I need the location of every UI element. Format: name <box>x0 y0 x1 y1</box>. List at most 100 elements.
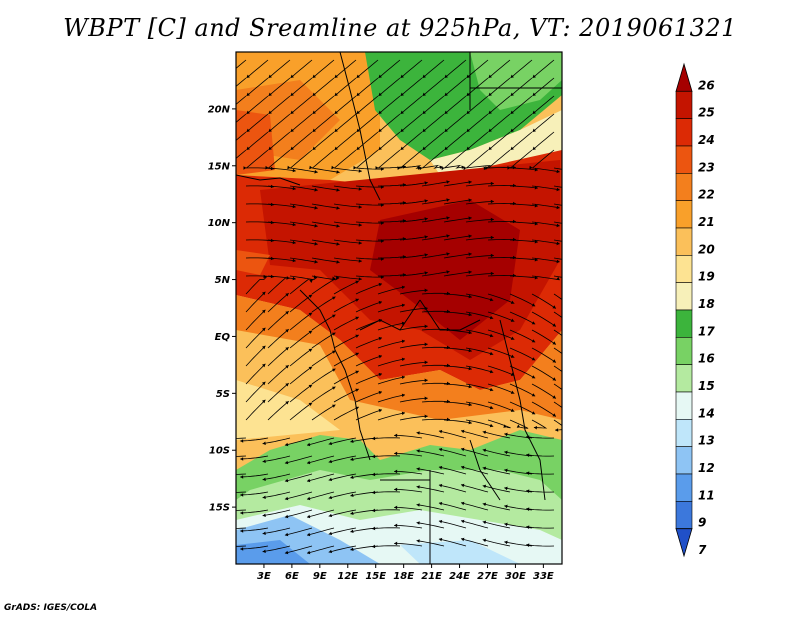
streamline-arrow <box>490 217 494 222</box>
streamline <box>378 202 406 205</box>
streamline-arrow <box>510 354 515 358</box>
streamline <box>240 455 269 460</box>
streamline-arrow <box>285 365 289 369</box>
lat-tick-label: EQ <box>215 332 231 343</box>
streamline-arrow <box>262 549 266 553</box>
streamline-arrow <box>488 92 492 96</box>
streamline-arrow <box>400 128 404 132</box>
streamline <box>488 149 511 169</box>
streamline <box>531 401 557 417</box>
streamline-arrow <box>378 128 382 132</box>
streamline-arrow <box>372 472 376 477</box>
streamline-arrow <box>356 110 360 114</box>
streamline-arrow <box>307 478 311 483</box>
streamline <box>334 113 357 133</box>
streamline-arrow <box>246 110 250 114</box>
streamline <box>334 149 357 169</box>
streamline-arrow <box>424 378 428 383</box>
streamline-arrow <box>482 448 487 453</box>
streamline-arrow <box>240 439 244 443</box>
streamline-arrow <box>401 339 405 344</box>
streamline-arrow <box>489 315 494 320</box>
streamline-arrow <box>243 166 247 170</box>
streamline <box>267 203 296 208</box>
streamline-arrow <box>489 369 494 374</box>
streamline-arrow <box>355 280 359 284</box>
streamline-arrow <box>378 372 382 377</box>
streamline-arrow <box>526 453 530 457</box>
streamline <box>443 419 472 424</box>
streamline-arrow <box>444 146 448 150</box>
streamline <box>311 239 340 245</box>
streamline <box>531 203 560 209</box>
streamline-arrow <box>358 187 362 191</box>
streamline-arrow <box>284 460 289 465</box>
streamline-arrow <box>552 359 556 363</box>
lat-tick-label: 5N <box>215 275 231 286</box>
streamline-arrow <box>397 166 401 170</box>
streamline <box>421 364 451 367</box>
streamline-arrow <box>265 165 269 170</box>
streamline-arrow <box>503 424 507 428</box>
streamline <box>262 545 291 553</box>
streamline-arrow <box>307 496 311 501</box>
streamline <box>465 255 494 259</box>
colorbar-label: 9 <box>698 516 706 530</box>
streamline <box>371 437 401 440</box>
colorbar: 26 25 24 23 22 21 20 19 18 17 16 15 14 13 12 11 9 7 <box>675 62 715 558</box>
streamline-arrow <box>556 223 560 228</box>
streamline <box>333 388 359 403</box>
streamline <box>245 363 266 385</box>
streamline <box>421 310 451 313</box>
streamline-arrow <box>268 74 272 78</box>
streamline-arrow <box>225 93 228 96</box>
streamline-arrow <box>573 343 577 346</box>
streamline <box>355 409 383 421</box>
streamline-arrow <box>504 468 508 473</box>
streamline <box>240 437 269 442</box>
streamline-arrow <box>466 74 470 78</box>
grads-credit: GrADS: IGES/COLA <box>4 603 98 613</box>
streamline-arrow <box>489 387 494 392</box>
streamline-arrow <box>416 449 420 453</box>
streamline <box>487 274 517 277</box>
streamline-arrow <box>285 383 289 387</box>
streamline <box>443 271 472 277</box>
streamline-arrow <box>218 472 221 476</box>
streamline <box>531 383 557 399</box>
streamline-arrow <box>485 166 489 170</box>
streamline <box>328 473 357 481</box>
streamline <box>289 312 313 331</box>
streamline-arrow <box>438 483 443 488</box>
streamline <box>333 275 362 280</box>
streamline <box>460 502 489 511</box>
streamline <box>532 113 555 133</box>
streamline <box>236 77 247 87</box>
streamline <box>399 165 422 169</box>
colorbar-label: 21 <box>698 215 715 229</box>
streamline <box>509 329 536 343</box>
streamline-arrow <box>314 242 318 246</box>
streamline-arrow <box>336 242 340 246</box>
streamline-arrow <box>284 478 289 483</box>
streamline <box>267 185 296 190</box>
streamline <box>482 521 511 529</box>
streamline-arrow <box>262 513 266 517</box>
streamline-arrow <box>332 332 336 336</box>
streamline <box>510 95 533 115</box>
streamline-arrow <box>526 543 530 547</box>
lat-tick-label: 10S <box>209 446 230 457</box>
colorbar-swatch <box>675 391 693 420</box>
streamline-arrow <box>378 354 382 359</box>
streamline-arrow <box>350 475 354 479</box>
streamline <box>236 437 247 439</box>
streamline-arrow <box>424 217 428 221</box>
streamline <box>312 59 335 79</box>
streamline-arrow <box>468 348 472 353</box>
streamline <box>444 77 467 97</box>
streamline-arrow <box>312 92 316 96</box>
streamline <box>443 311 472 316</box>
streamline-arrow <box>488 74 492 78</box>
streamline-arrow <box>400 92 404 96</box>
streamline <box>465 165 492 169</box>
